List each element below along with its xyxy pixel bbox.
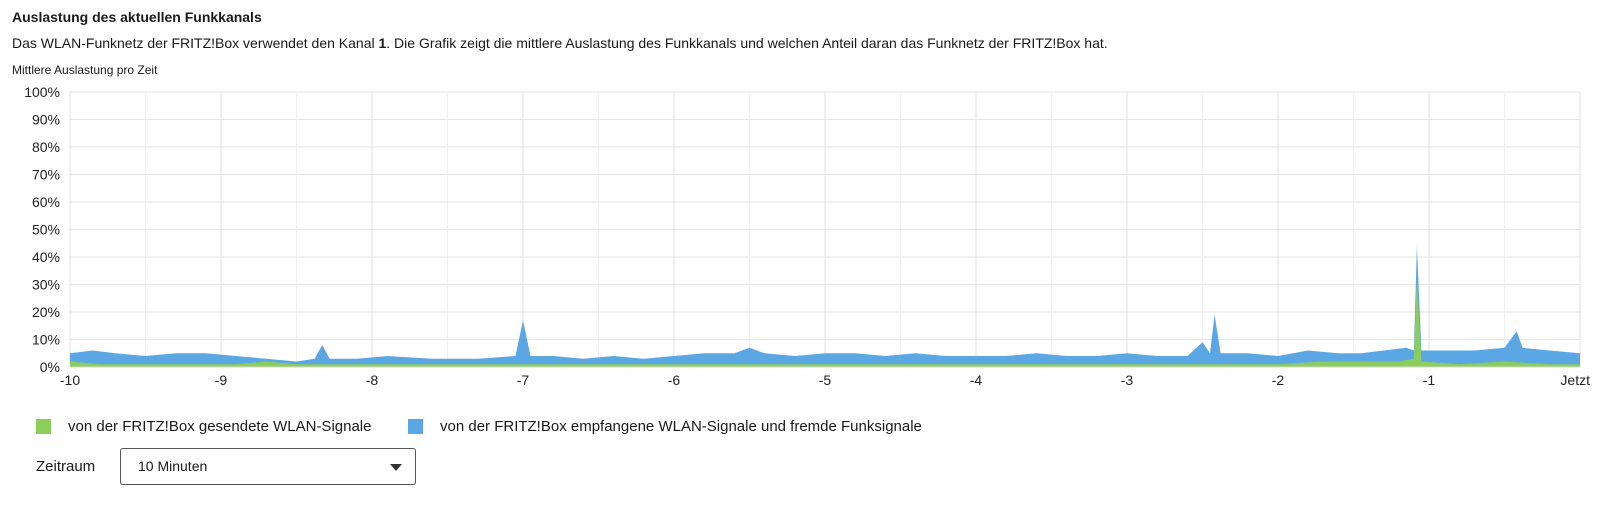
x-tick-label: -2 <box>1272 372 1285 388</box>
legend-item-sent: von der FRITZ!Box gesendete WLAN-Signale <box>36 418 376 436</box>
x-tick-label: -3 <box>1121 372 1134 388</box>
x-tick-label: -5 <box>819 372 832 388</box>
legend-label-received: von der FRITZ!Box empfangene WLAN-Signal… <box>440 418 922 435</box>
period-label: Zeitraum <box>36 458 96 475</box>
y-tick-label: 30% <box>32 277 60 293</box>
legend-swatch-sent <box>36 419 51 434</box>
legend-label-sent: von der FRITZ!Box gesendete WLAN-Signale <box>68 418 372 435</box>
y-tick-label: 90% <box>32 112 60 128</box>
x-tick-label: -8 <box>366 372 379 388</box>
x-tick-label: -4 <box>970 372 983 388</box>
chevron-down-icon <box>390 464 402 471</box>
x-tick-label: -10 <box>60 372 80 388</box>
description-text-after: . Die Grafik zeigt die mittlere Auslastu… <box>386 35 1108 51</box>
y-tick-label: 40% <box>32 249 60 265</box>
legend-swatch-received <box>408 419 423 434</box>
section-title: Auslastung des aktuellen Funkkanals <box>12 9 262 25</box>
section-description: Das WLAN-Funknetz der FRITZ!Box verwende… <box>12 35 1108 51</box>
chart-title: Mittlere Auslastung pro Zeit <box>12 63 158 77</box>
y-tick-label: 70% <box>32 167 60 183</box>
x-tick-label: -1 <box>1423 372 1436 388</box>
y-tick-label: 100% <box>24 84 60 100</box>
x-tick-label: -9 <box>215 372 228 388</box>
period-select[interactable]: 10 Minuten <box>120 448 416 485</box>
y-tick-label: 60% <box>32 194 60 210</box>
y-tick-label: 10% <box>32 332 60 348</box>
utilization-chart: 0% 10% 20% 30% 40% 50% 60% 70% 80% 90% 100% -10 -9 -8… <box>24 84 1590 388</box>
x-tick-label: Jetzt <box>1560 372 1590 388</box>
x-tick-label: -7 <box>517 372 530 388</box>
y-tick-label: 80% <box>32 139 60 155</box>
legend-item-received: von der FRITZ!Box empfangene WLAN-Signal… <box>408 418 928 436</box>
series-area-received <box>70 246 1580 367</box>
channel-number: 1 <box>378 35 387 51</box>
y-tick-label: 0% <box>40 359 60 375</box>
y-tick-label: 20% <box>32 304 60 320</box>
y-tick-label: 50% <box>32 222 60 238</box>
description-text-before: Das WLAN-Funknetz der FRITZ!Box verwende… <box>12 35 379 51</box>
x-tick-label: -6 <box>668 372 681 388</box>
period-select-value: 10 Minuten <box>138 458 208 474</box>
